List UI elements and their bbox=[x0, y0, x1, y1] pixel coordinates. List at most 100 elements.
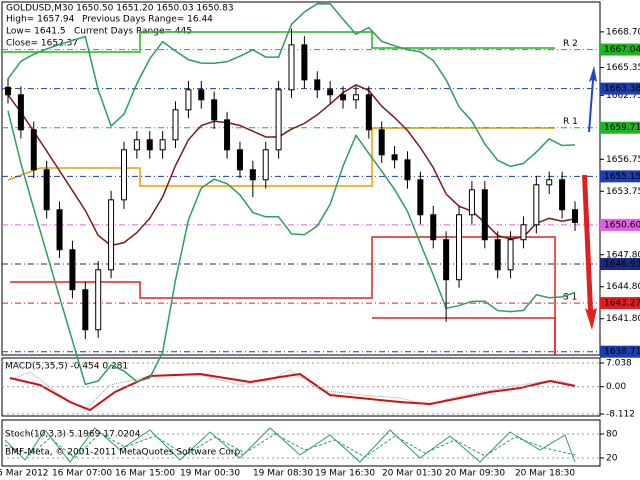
x-tick-label: 16 Mar 07:00 bbox=[52, 469, 112, 479]
candle-body bbox=[82, 289, 89, 331]
candle-body bbox=[133, 139, 140, 151]
y-tick-label: 1662.75 bbox=[606, 91, 640, 101]
candle-body bbox=[211, 99, 218, 121]
y-tick-label: 1665.35 bbox=[606, 63, 640, 73]
y-tick-label: 1647.80 bbox=[606, 250, 640, 260]
stoch-signal bbox=[4, 432, 576, 459]
candle-body bbox=[43, 169, 50, 211]
level-price-label: 1667.04 bbox=[604, 45, 640, 55]
candle-body bbox=[95, 269, 102, 331]
candle-body bbox=[520, 224, 527, 241]
candle-body bbox=[301, 44, 308, 81]
candle-body bbox=[507, 239, 514, 271]
candle-body bbox=[172, 109, 179, 141]
pivot-name: R 1 bbox=[563, 117, 578, 127]
candle-body bbox=[391, 154, 398, 161]
candle-body bbox=[533, 184, 540, 226]
candle-body bbox=[327, 89, 334, 96]
candle-body bbox=[69, 249, 76, 291]
y-tick-label: 80 bbox=[606, 430, 618, 440]
header-close: Close= 1652.37 bbox=[6, 39, 78, 49]
level-price-label: 1650.60 bbox=[604, 220, 640, 230]
macd-signal bbox=[9, 372, 576, 412]
macd-title: MACD(5,35,5) -0.454 0.281 bbox=[5, 362, 128, 372]
candle-body bbox=[17, 94, 24, 131]
candle-body bbox=[30, 129, 37, 171]
level-price-box bbox=[600, 121, 640, 134]
x-tick-label: 19 Mar 16:30 bbox=[315, 469, 375, 479]
bollinger-upper bbox=[7, 2, 576, 168]
candle-body bbox=[340, 94, 347, 101]
forecast-arrow-up bbox=[588, 66, 597, 132]
y-tick-label: 1641.80 bbox=[606, 314, 640, 324]
candle-body bbox=[108, 199, 115, 271]
candle-body bbox=[365, 94, 372, 131]
candle-body bbox=[572, 209, 578, 223]
level-price-label: 1643.27 bbox=[604, 299, 640, 309]
candle-body bbox=[224, 119, 231, 151]
header-low: Low= 1641.5 bbox=[6, 27, 66, 37]
y-tick-label: 1644.80 bbox=[606, 282, 640, 292]
candle-body bbox=[262, 149, 269, 181]
level-price-box bbox=[600, 218, 640, 231]
candle-body bbox=[430, 214, 437, 241]
x-tick-label: 19 Mar 00:30 bbox=[180, 469, 240, 479]
forecast-arrow-down bbox=[582, 175, 597, 330]
x-tick-label: 20 Mar 01:30 bbox=[382, 469, 442, 479]
candle-body bbox=[468, 189, 475, 216]
y-tick-label: 1653.75 bbox=[606, 187, 640, 197]
level-price-label: 1663.38 bbox=[604, 84, 640, 94]
pivot-name: S 1 bbox=[563, 293, 577, 303]
candle-body bbox=[249, 169, 256, 181]
y-tick-label: -8.112 bbox=[606, 410, 635, 420]
y-tick-label: 7.038 bbox=[606, 359, 632, 369]
y-tick-label: 1656.75 bbox=[606, 155, 640, 165]
candle-body bbox=[494, 239, 501, 271]
y-tick-label: 0.00 bbox=[606, 382, 626, 392]
pivot-line bbox=[372, 317, 556, 355]
candle-body bbox=[236, 149, 243, 171]
header-symbol: GOLDUSD,M30 1650.50 1651.20 1650.03 1650… bbox=[6, 4, 234, 14]
candle-body bbox=[56, 209, 63, 251]
y-tick-label: 1668.70 bbox=[606, 27, 640, 37]
level-price-label: 1646.93 bbox=[604, 260, 640, 270]
candle-body bbox=[314, 79, 321, 91]
candle-body bbox=[198, 89, 205, 101]
level-price-box bbox=[600, 43, 640, 56]
candle-body bbox=[378, 129, 385, 156]
candle-body bbox=[417, 179, 424, 216]
level-price-box bbox=[600, 170, 640, 183]
candle-body bbox=[546, 179, 553, 186]
candle-body bbox=[404, 159, 411, 181]
x-tick-label: 19 Mar 08:30 bbox=[253, 469, 313, 479]
macd-histogram bbox=[9, 369, 576, 411]
level-price-box bbox=[600, 297, 640, 310]
header-high: High= 1657.94 bbox=[6, 15, 75, 25]
y-tick-label: 20 bbox=[606, 454, 618, 464]
pivot-name: R 2 bbox=[563, 39, 578, 49]
stoch-main bbox=[4, 427, 576, 463]
x-tick-label: 20 Mar 09:30 bbox=[445, 469, 505, 479]
copyright: BMF-Meta, © 2001-2011 MetaQuotes Softwar… bbox=[5, 448, 243, 458]
candle-body bbox=[352, 94, 359, 101]
moving-average bbox=[7, 83, 576, 247]
level-price-box bbox=[600, 258, 640, 271]
candle-body bbox=[443, 239, 450, 281]
header-prev-range: Previous Days Range= 16.44 bbox=[82, 15, 213, 25]
candle-body bbox=[288, 44, 295, 91]
candle-body bbox=[159, 139, 166, 151]
level-price-label: 1655.15 bbox=[604, 172, 640, 182]
level-price-label: 1659.71 bbox=[604, 123, 640, 133]
candle-body bbox=[120, 149, 127, 201]
candle-body bbox=[5, 86, 11, 96]
candle-body bbox=[456, 214, 463, 281]
x-tick-label: 16 Mar 15:00 bbox=[115, 469, 175, 479]
x-tick-label: 15 Mar 2012 bbox=[0, 469, 49, 479]
header-current-range: Current Days Range= 445 bbox=[74, 27, 192, 37]
candle-body bbox=[146, 139, 153, 151]
level-price-label: 1638.71 bbox=[604, 347, 640, 357]
candle-body bbox=[481, 189, 488, 241]
level-price-box bbox=[600, 345, 640, 358]
